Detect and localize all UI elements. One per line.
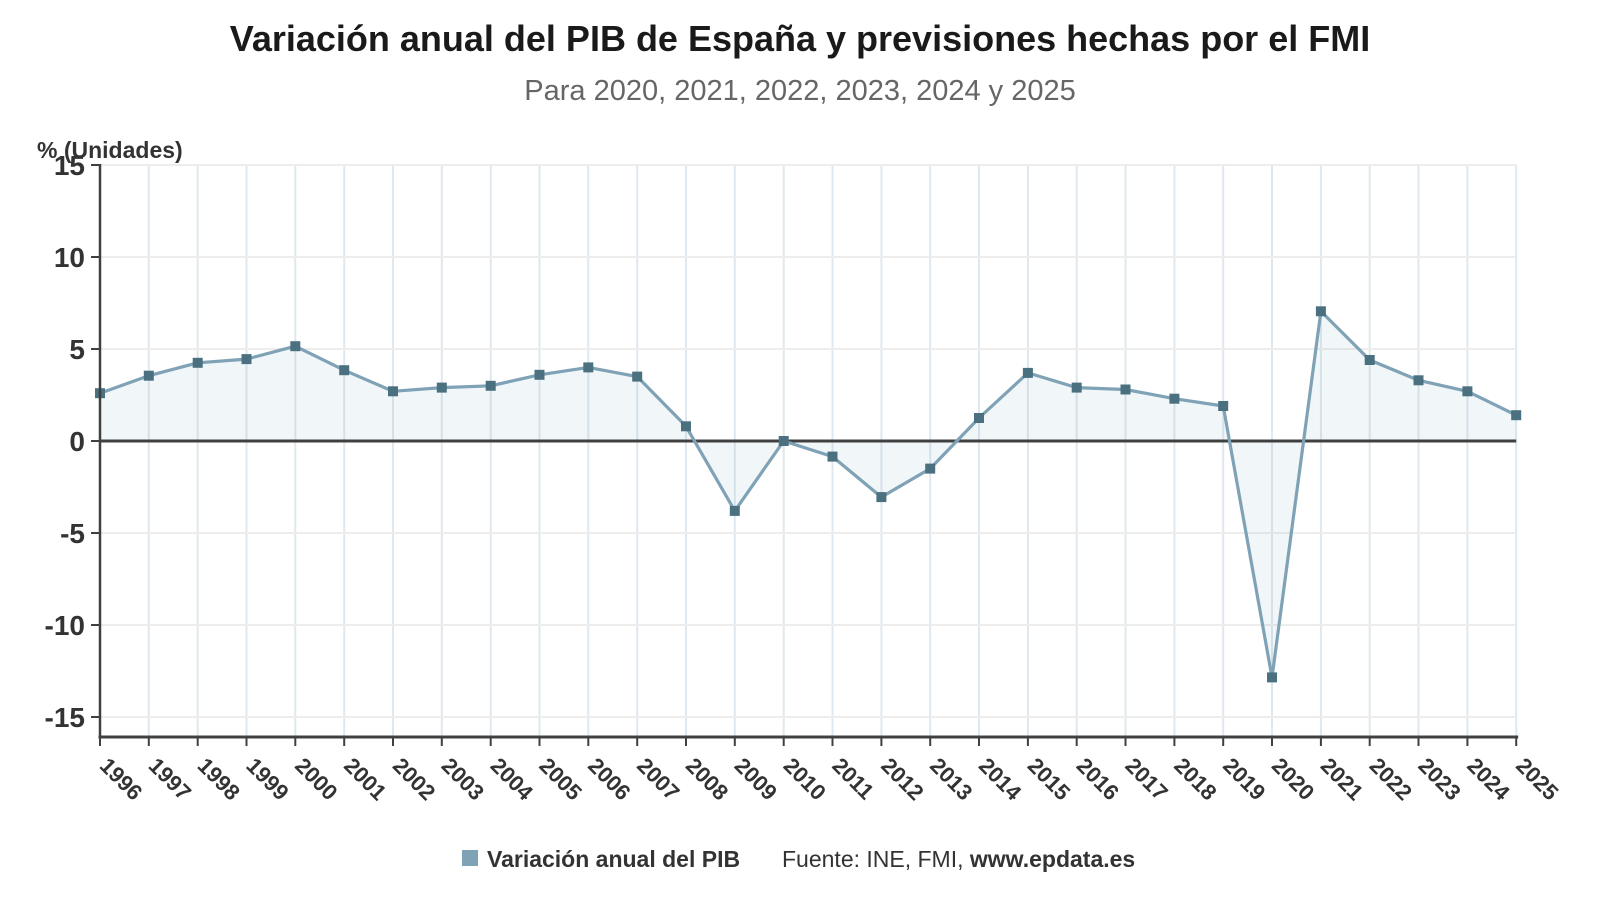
svg-text:Fuente: INE, FMI, www.epdata.e: Fuente: INE, FMI, www.epdata.es xyxy=(782,846,1135,872)
svg-text:Variación anual del PIB de Esp: Variación anual del PIB de España y prev… xyxy=(230,18,1370,59)
svg-text:10: 10 xyxy=(54,242,85,273)
svg-text:% (Unidades): % (Unidades) xyxy=(37,137,183,163)
svg-text:0: 0 xyxy=(69,426,85,457)
svg-text:-15: -15 xyxy=(45,702,85,733)
svg-text:Variación anual del PIB: Variación anual del PIB xyxy=(487,846,740,872)
svg-text:15: 15 xyxy=(54,150,85,181)
svg-text:5: 5 xyxy=(69,334,85,365)
svg-text:-5: -5 xyxy=(60,518,85,549)
svg-text:Para 2020, 2021, 2022, 2023, 2: Para 2020, 2021, 2022, 2023, 2024 y 2025 xyxy=(524,75,1075,107)
svg-text:-10: -10 xyxy=(45,610,85,641)
